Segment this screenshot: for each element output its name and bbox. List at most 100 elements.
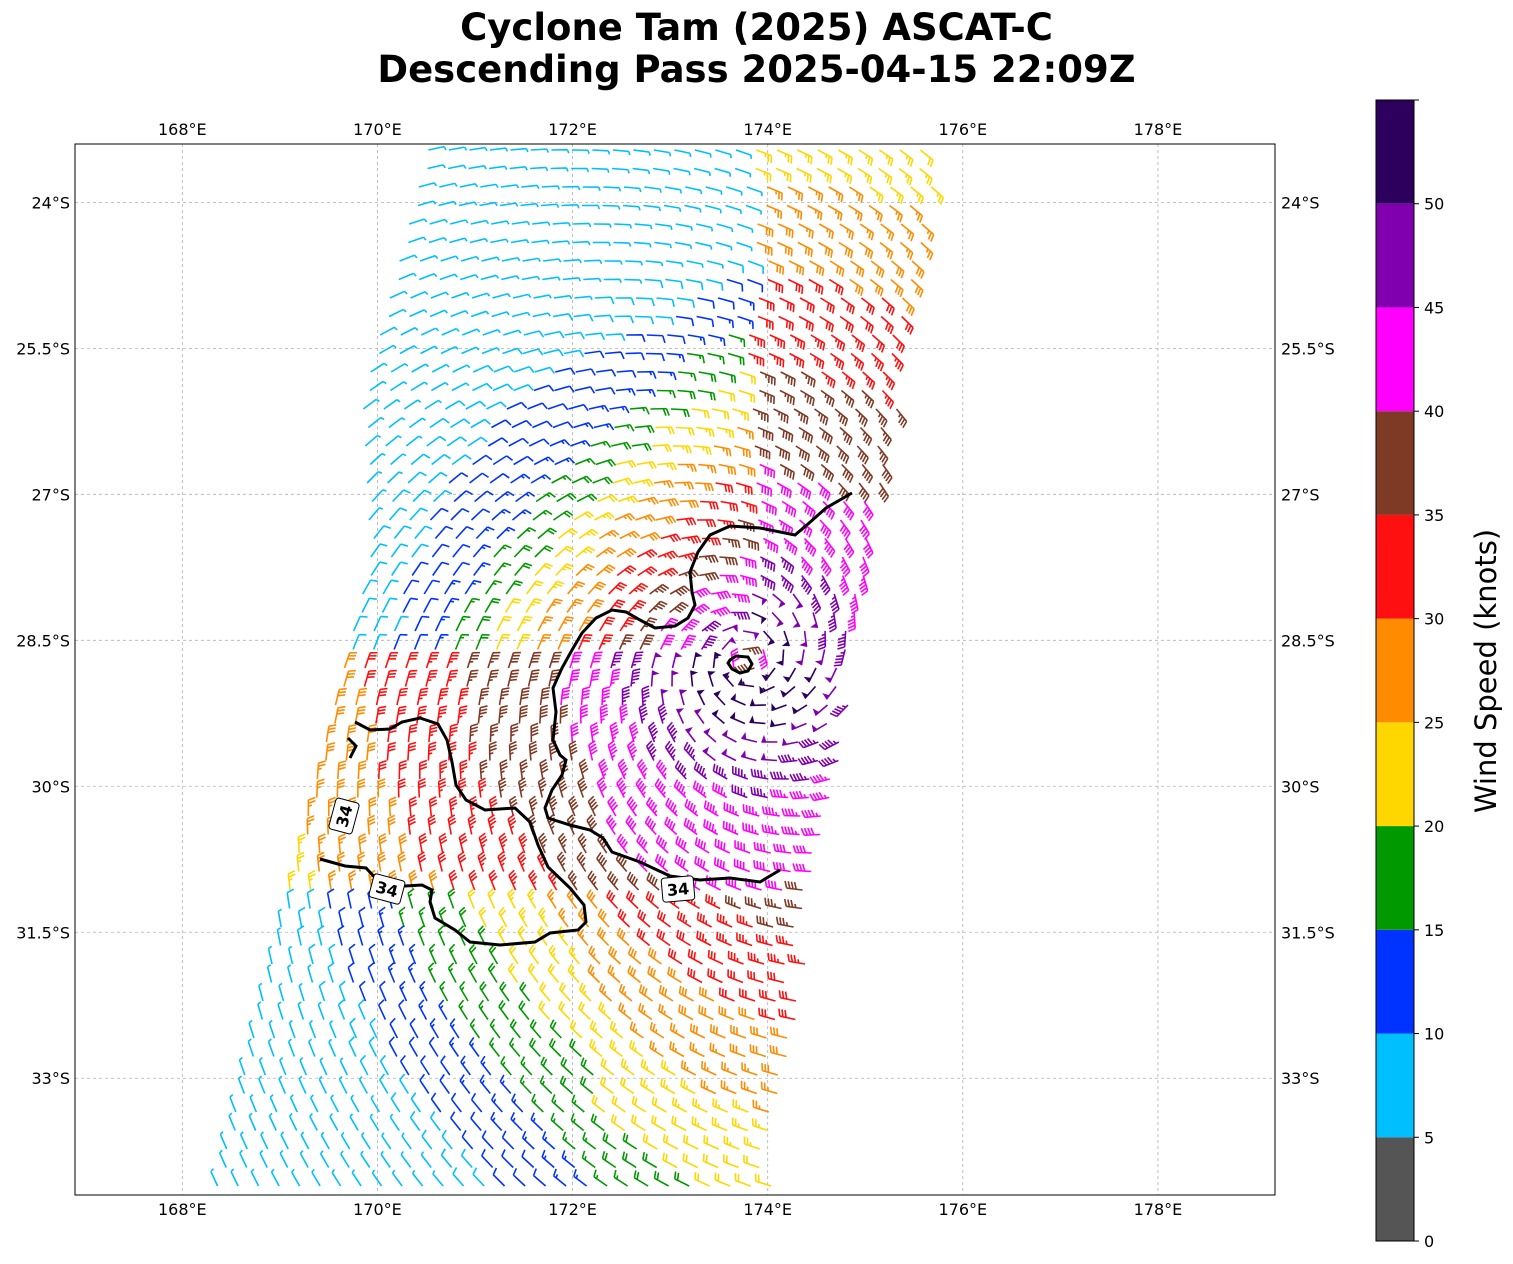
- wind-barb: [562, 185, 581, 191]
- wind-barb: [640, 531, 661, 542]
- wind-barb: [410, 381, 428, 392]
- wind-barb: [372, 633, 387, 650]
- wind-barb: [758, 1007, 776, 1021]
- wind-barb: [783, 898, 803, 910]
- wind-barb: [635, 315, 655, 325]
- wind-barb: [494, 490, 515, 503]
- wind-barb: [761, 806, 780, 817]
- wind-barb: [559, 704, 569, 724]
- wind-barb: [761, 500, 777, 516]
- wind-barb: [540, 1056, 553, 1076]
- lat-tick-label-right: 33°S: [1281, 1069, 1320, 1088]
- wind-barb: [410, 453, 431, 466]
- wind-barb: [800, 371, 816, 388]
- wind-barb: [731, 611, 751, 620]
- wind-barb: [487, 437, 509, 447]
- wind-barb: [367, 814, 376, 835]
- wind-barb: [431, 543, 450, 558]
- wind-barb: [535, 492, 556, 503]
- wind-barb: [229, 1094, 237, 1113]
- wind-barb: [569, 651, 583, 669]
- wind-barb: [268, 1019, 276, 1039]
- wind-barb: [554, 385, 575, 393]
- lat-tick-label-left: 33°S: [31, 1069, 70, 1088]
- wind-barb: [358, 1076, 369, 1094]
- wind-barb: [827, 612, 837, 633]
- wind-barb: [429, 417, 450, 429]
- wind-barb: [700, 1060, 717, 1076]
- wind-barb: [557, 633, 572, 650]
- wind-barb: [636, 758, 648, 780]
- wind-barb: [472, 382, 493, 392]
- wind-barb: [642, 1151, 658, 1169]
- wind-barb: [558, 982, 572, 1002]
- wind-barb: [739, 556, 757, 569]
- wind-barb: [480, 274, 500, 281]
- wind-barb: [650, 670, 660, 687]
- wind-barb: [829, 704, 849, 718]
- wind-barb: [698, 554, 719, 564]
- wind-barb: [554, 457, 576, 466]
- wind-barb: [711, 782, 728, 799]
- wind-barb: [440, 345, 459, 355]
- wind-barb: [296, 925, 305, 946]
- wind-barb: [586, 814, 598, 835]
- wind-barb: [899, 241, 914, 261]
- wind-barb: [420, 345, 439, 355]
- wind-barb: [751, 611, 767, 625]
- wind-barb: [660, 533, 682, 543]
- wind-barb: [239, 1131, 248, 1150]
- colorbar-segment: [1376, 514, 1414, 619]
- wind-barb: [397, 851, 407, 872]
- wind-barb: [469, 472, 489, 484]
- wind-barb: [469, 237, 489, 244]
- wind-barb: [656, 389, 676, 399]
- wind-barb: [420, 327, 440, 336]
- wind-barb: [354, 705, 366, 724]
- wind-barb: [516, 633, 531, 650]
- wind-barb: [694, 708, 705, 724]
- wind-barb: [707, 670, 716, 687]
- wind-barb: [683, 817, 698, 836]
- wind-barb: [693, 761, 708, 780]
- wind-barb: [649, 583, 670, 595]
- wind-barb: [551, 474, 572, 484]
- wind-barb: [613, 1169, 629, 1187]
- wind-barb: [798, 223, 814, 239]
- wind-barb: [891, 352, 904, 372]
- wind-barb: [621, 1151, 637, 1169]
- wind-barb: [611, 441, 632, 450]
- wind-barb: [669, 1022, 685, 1039]
- wind-barb: [820, 297, 835, 314]
- wind-barb: [440, 1148, 453, 1169]
- wind-barb: [734, 1173, 751, 1187]
- wind-barb: [578, 982, 592, 1002]
- lat-tick-label-right: 30°S: [1281, 777, 1320, 796]
- wind-barb: [399, 254, 418, 262]
- wind-barb: [678, 985, 694, 1002]
- wind-barb: [767, 952, 785, 965]
- wind-barb: [518, 704, 529, 724]
- wind-barb: [438, 200, 457, 207]
- wind-barb: [626, 334, 646, 343]
- wind-barb: [636, 928, 651, 947]
- wind-barb: [462, 328, 481, 336]
- wind-barb: [555, 367, 576, 375]
- wind-barb: [725, 204, 742, 214]
- wind-barb: [366, 741, 376, 761]
- wind-barb: [767, 278, 784, 294]
- wind-barb: [495, 633, 511, 650]
- wind-barb: [298, 1075, 307, 1094]
- wind-barb: [546, 580, 565, 595]
- wind-barb: [736, 241, 753, 252]
- wind-barb: [369, 1017, 378, 1039]
- wind-barb: [625, 260, 643, 266]
- wind-barb: [738, 463, 756, 477]
- wind-barb: [547, 963, 560, 984]
- wind-barb: [481, 1130, 494, 1150]
- wind-barb: [662, 1152, 678, 1169]
- wind-barb: [594, 296, 615, 305]
- wind-barb: [238, 1056, 246, 1076]
- wind-barb: [882, 371, 896, 391]
- wind-barb: [638, 984, 653, 1002]
